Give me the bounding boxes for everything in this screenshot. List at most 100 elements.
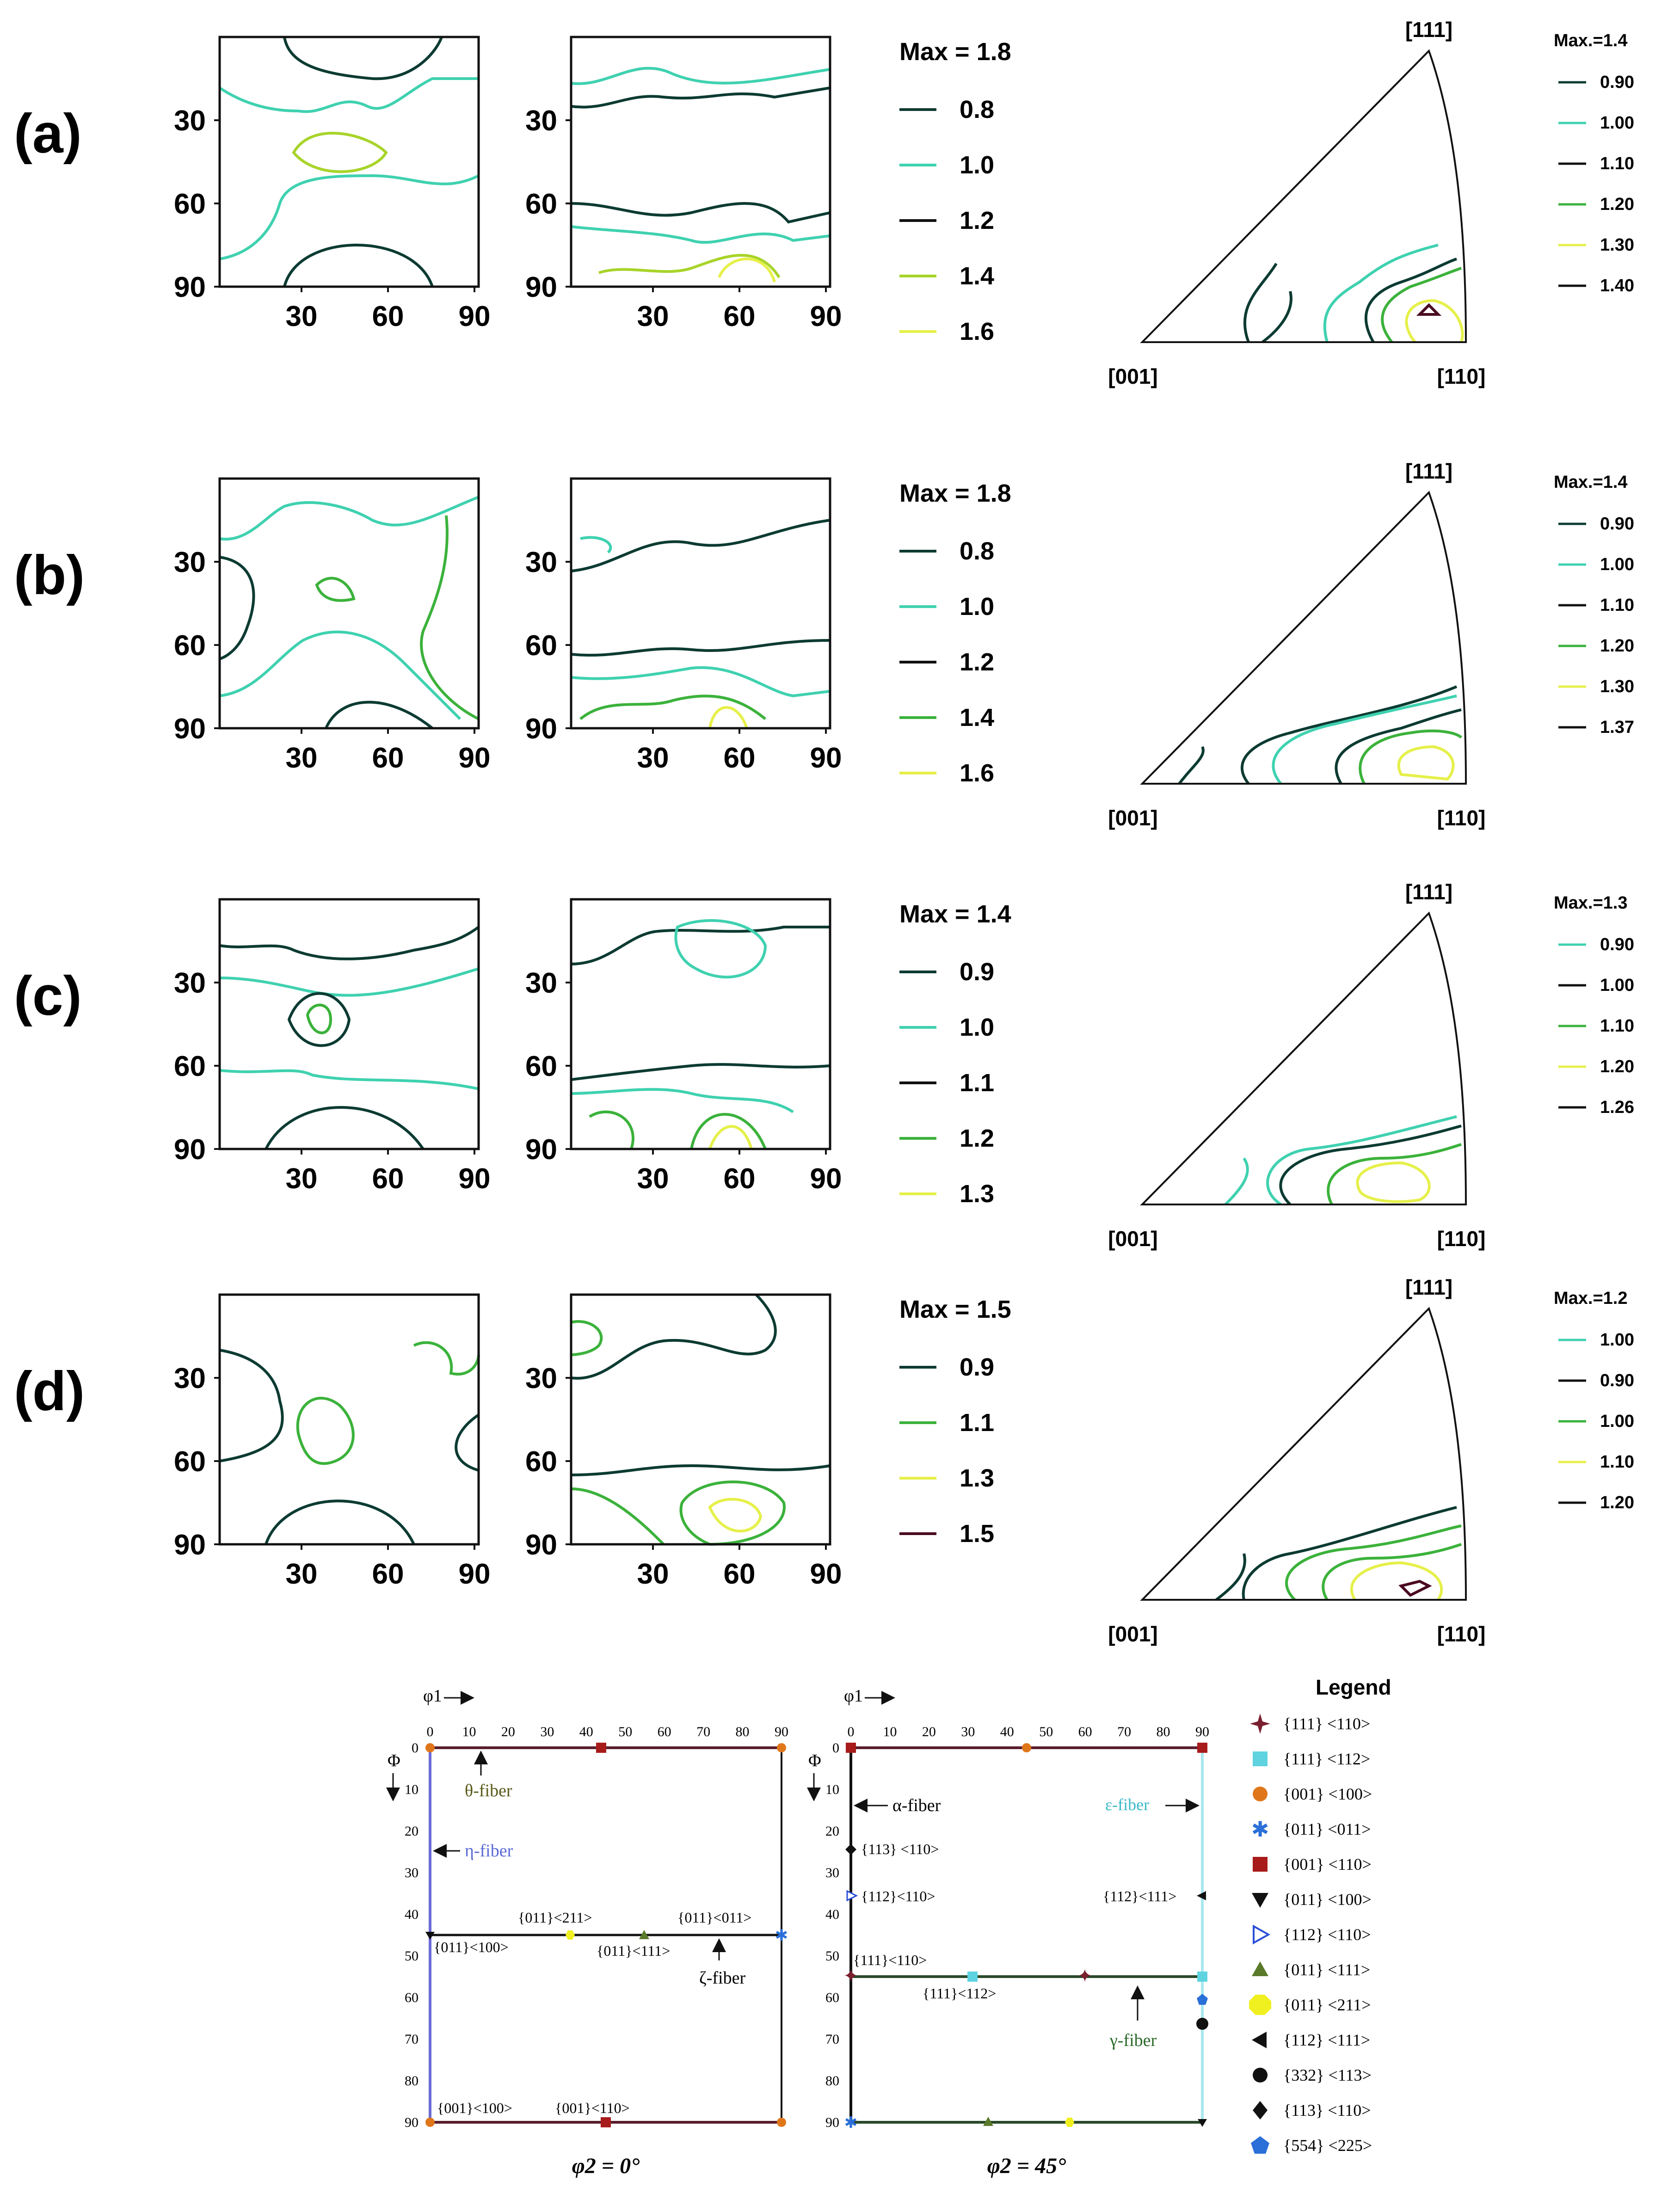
left-triangle-icon <box>1252 2032 1267 2048</box>
contour-line <box>708 706 748 729</box>
contour-line <box>598 254 781 278</box>
key-x-tick: 0 <box>427 1724 434 1739</box>
contour-line <box>306 1003 332 1034</box>
x-tick-label: 90 <box>459 742 491 774</box>
ipf-legend-value: 1.10 <box>1600 1452 1634 1472</box>
contour-line <box>571 926 830 965</box>
marker-001-110 <box>846 1743 856 1753</box>
contour-line <box>571 1088 794 1113</box>
odf-contour-legend: Max = 1.8 0.8 1.0 1.2 1.4 1.6 <box>899 479 1011 787</box>
contour-line <box>420 515 480 720</box>
y-tick-label: 90 <box>525 1134 557 1166</box>
odf-contour-legend: Max = 1.4 0.9 1.0 1.1 1.2 1.3 <box>899 900 1011 1208</box>
y-tick-label: 30 <box>525 105 557 137</box>
y-tick-label: 90 <box>174 1134 206 1166</box>
contour-line <box>679 1481 786 1546</box>
diamond-icon <box>1253 2101 1268 2119</box>
legend-row: {113} <110> <box>1253 2101 1371 2119</box>
contour-line <box>571 1063 831 1081</box>
key-chart-phi2-0: φ1 Φ 0 10 20 30 40 50 60 70 80 90 0 10 20 30 40 50 60 70… <box>386 1686 788 2178</box>
key-x-tick: 0 <box>848 1724 855 1739</box>
key-x-tick: 70 <box>696 1724 710 1739</box>
ipf-contour-line <box>1323 244 1439 343</box>
contour-line <box>571 519 831 572</box>
y-tick-label: 30 <box>174 105 206 137</box>
key-x-tick: 60 <box>1078 1724 1092 1739</box>
x-tick-label: 90 <box>459 301 491 332</box>
y-tick-label: 60 <box>525 188 557 220</box>
ipf-contour-line <box>1322 1543 1462 1601</box>
contour-line <box>571 639 831 657</box>
contour-line <box>708 1125 753 1149</box>
gamma-fiber-label: γ-fiber <box>1109 2031 1157 2050</box>
key-y-tick: 60 <box>405 1990 418 2005</box>
marker-111-110: ✦ <box>843 1966 859 1986</box>
ipf-contour-legend: Max.=1.3 0.90 1.00 1.10 1.20 1.26 <box>1554 893 1634 1117</box>
contour-line <box>674 919 767 979</box>
legend-label: {011} <111> <box>1283 1960 1370 1979</box>
odf-legend-value: 1.2 <box>960 207 994 234</box>
ipf-corner-110: [110] <box>1437 806 1486 830</box>
key-y-tick: 60 <box>825 1990 839 2005</box>
contour-line <box>219 926 480 960</box>
legend-row: {001} <110> <box>1253 1855 1372 1874</box>
ipf-legend-value: 1.00 <box>1600 555 1634 574</box>
label-001-110: {001}<110> <box>555 2100 630 2116</box>
label-011-100: {011}<100> <box>434 1939 509 1955</box>
y-tick-label: 30 <box>525 1363 557 1395</box>
marker-011-211 <box>1065 2118 1074 2127</box>
odf-legend-value: 1.3 <box>960 1180 994 1208</box>
y-tick-label: 60 <box>174 630 206 662</box>
ipf-contour-line <box>1285 1524 1462 1601</box>
marker-001-110 <box>601 2117 611 2127</box>
ipf-legend-value: 0.90 <box>1600 1371 1634 1390</box>
legend-row: {011} <100> <box>1252 1890 1372 1909</box>
ipf-legend-value: 0.90 <box>1600 514 1634 534</box>
legend-row: {332} <113> <box>1253 2066 1372 2084</box>
legend-label: {112} <111> <box>1283 2031 1370 2049</box>
panel-frame <box>218 36 480 288</box>
legend-title: Legend <box>1316 1675 1391 1699</box>
contour-line <box>296 1396 355 1465</box>
row-label: (c) <box>14 965 82 1027</box>
legend-row: {111} <112> <box>1253 1750 1370 1768</box>
ipf-corner-111: [111] <box>1405 18 1452 42</box>
odf-section-panel: 30 60 90 30 60 90 <box>174 477 491 774</box>
ipf-legend-value: 1.40 <box>1600 276 1634 295</box>
odf-contour-legend: Max = 1.5 0.9 1.1 1.3 1.5 <box>899 1296 1011 1548</box>
label-011-011: {011}<011> <box>677 1909 751 1926</box>
ipf-legend-value: 1.00 <box>1600 976 1634 995</box>
inverse-pole-figure: [111] [001] [110] <box>1108 880 1485 1251</box>
x-tick-label: 60 <box>724 1163 756 1195</box>
ipf-contour-line <box>1327 1143 1462 1205</box>
ipf-contour-line <box>1224 1157 1249 1206</box>
legend-label: {011} <011> <box>1283 1820 1371 1838</box>
odf-section-panel: 30 60 90 30 60 90 <box>174 36 491 332</box>
odf-legend-value: 1.0 <box>960 1014 994 1041</box>
legend-row: {011} <211> <box>1249 1995 1371 2015</box>
contour-line <box>571 666 831 698</box>
y-tick-label: 30 <box>174 967 206 999</box>
y-tick-label: 60 <box>174 1050 206 1082</box>
x-tick-label: 90 <box>459 1163 491 1195</box>
odf-section-panel: 30 60 90 30 60 90 <box>525 898 842 1195</box>
legend-label: {011} <100> <box>1283 1890 1372 1909</box>
panel-row: (a) 30 60 90 30 60 90 30 60 90 30 60 90 Max = 1.8 0.8 1… <box>14 18 1634 388</box>
pentagon-icon <box>1251 2136 1269 2154</box>
key-x-tick: 90 <box>1195 1724 1209 1739</box>
odf-legend-value: 1.2 <box>960 648 994 676</box>
panel-row: (b) 30 60 90 30 60 90 30 60 90 30 60 90 Max = 1.8 0.8 1… <box>14 459 1634 830</box>
ipf-triangle <box>1140 49 1467 343</box>
key-x-tick: 40 <box>579 1724 593 1739</box>
inverse-pole-figure: [111] [001] [110] <box>1108 459 1485 830</box>
legend-row: {554} <225> <box>1251 2136 1372 2155</box>
key-y-tick: 40 <box>825 1907 839 1922</box>
ipf-corner-001: [001] <box>1108 806 1157 830</box>
key-x-tick: 30 <box>961 1724 975 1739</box>
panel-frame <box>218 477 480 730</box>
phi1-axis-label: φ1 <box>844 1686 863 1706</box>
label-111-112: {111}<112> <box>923 1985 996 2002</box>
legend-row: {111} <110> <box>1250 1714 1370 1734</box>
contour-line <box>283 36 443 80</box>
contour-line <box>589 1110 634 1149</box>
